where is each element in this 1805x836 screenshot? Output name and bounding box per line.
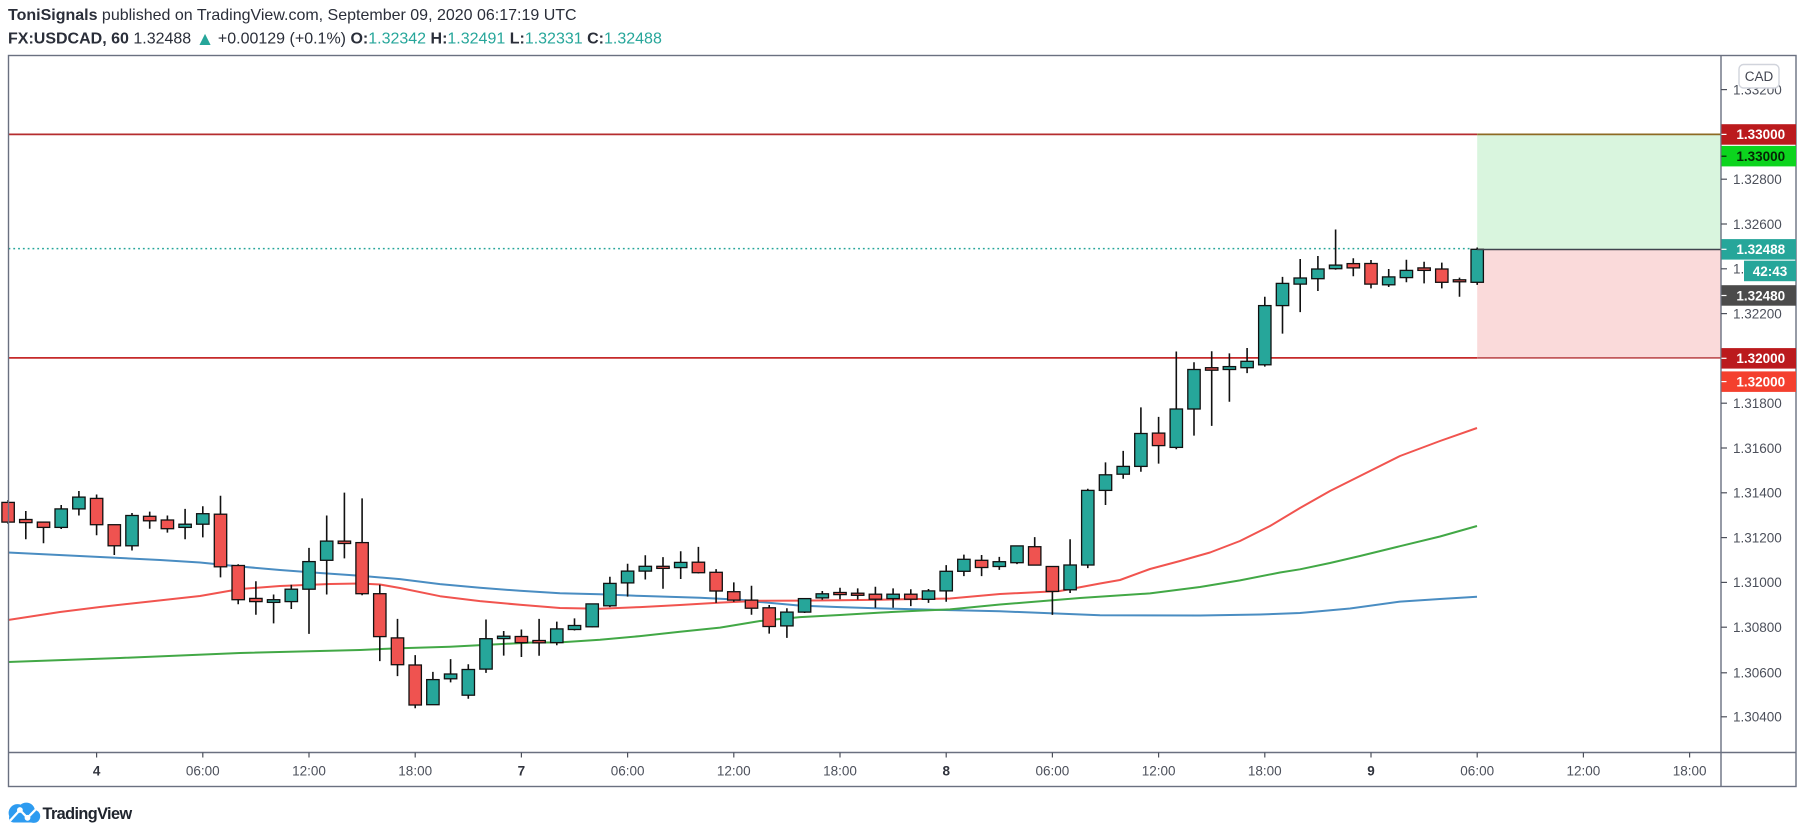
svg-text:18:00: 18:00 bbox=[1673, 764, 1707, 779]
svg-text:06:00: 06:00 bbox=[1036, 764, 1070, 779]
svg-text:4: 4 bbox=[93, 764, 101, 779]
svg-text:1.31200: 1.31200 bbox=[1733, 530, 1782, 545]
svg-text:1.30800: 1.30800 bbox=[1733, 620, 1782, 635]
svg-text:CAD: CAD bbox=[1745, 69, 1774, 84]
svg-text:12:00: 12:00 bbox=[1567, 764, 1601, 779]
svg-text:1.30400: 1.30400 bbox=[1733, 710, 1782, 725]
svg-text:7: 7 bbox=[518, 764, 526, 779]
svg-text:1.32600: 1.32600 bbox=[1733, 217, 1782, 232]
svg-text:06:00: 06:00 bbox=[1460, 764, 1494, 779]
svg-text:9: 9 bbox=[1367, 764, 1375, 779]
svg-text:1.33000: 1.33000 bbox=[1736, 149, 1785, 164]
svg-text:1.32000: 1.32000 bbox=[1736, 351, 1785, 366]
svg-text:06:00: 06:00 bbox=[186, 764, 220, 779]
svg-text:1.31000: 1.31000 bbox=[1733, 575, 1782, 590]
svg-text:18:00: 18:00 bbox=[398, 764, 432, 779]
svg-text:42:43: 42:43 bbox=[1753, 264, 1788, 279]
svg-text:1.31400: 1.31400 bbox=[1733, 486, 1782, 501]
svg-text:06:00: 06:00 bbox=[611, 764, 645, 779]
svg-text:18:00: 18:00 bbox=[1248, 764, 1282, 779]
svg-text:1.32488: 1.32488 bbox=[1736, 242, 1785, 257]
svg-text:1.30600: 1.30600 bbox=[1733, 666, 1782, 681]
svg-text:1.32480: 1.32480 bbox=[1736, 288, 1785, 303]
svg-text:12:00: 12:00 bbox=[292, 764, 326, 779]
svg-text:1.33000: 1.33000 bbox=[1736, 127, 1785, 142]
svg-text:TradingView: TradingView bbox=[43, 805, 133, 823]
svg-text:18:00: 18:00 bbox=[823, 764, 857, 779]
svg-text:1.32200: 1.32200 bbox=[1733, 306, 1782, 321]
svg-text:12:00: 12:00 bbox=[717, 764, 751, 779]
svg-text:1.31800: 1.31800 bbox=[1733, 396, 1782, 411]
svg-text:8: 8 bbox=[942, 764, 950, 779]
svg-text:1.32800: 1.32800 bbox=[1733, 172, 1782, 187]
svg-text:1.31600: 1.31600 bbox=[1733, 441, 1782, 456]
svg-text:12:00: 12:00 bbox=[1142, 764, 1176, 779]
svg-text:1.32000: 1.32000 bbox=[1736, 374, 1785, 389]
